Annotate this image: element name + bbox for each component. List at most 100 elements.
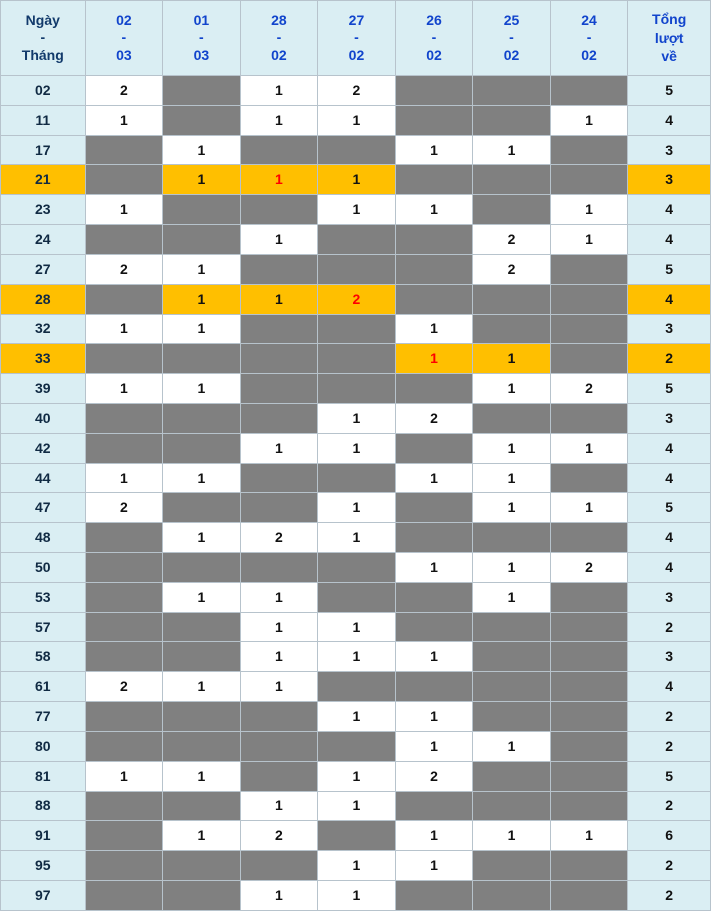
row-date-cell[interactable]: 21 bbox=[0, 164, 86, 196]
header-day-1[interactable]: 01 - 03 bbox=[162, 0, 241, 76]
empty-cell[interactable] bbox=[239, 313, 319, 345]
empty-cell[interactable] bbox=[162, 611, 241, 643]
count-cell[interactable]: 1 bbox=[317, 492, 396, 524]
empty-cell[interactable] bbox=[239, 343, 319, 375]
count-cell[interactable]: 2 bbox=[239, 820, 319, 852]
empty-cell[interactable] bbox=[317, 343, 396, 375]
empty-cell[interactable] bbox=[317, 373, 396, 404]
empty-cell[interactable] bbox=[239, 730, 319, 762]
empty-cell[interactable] bbox=[472, 402, 551, 434]
empty-cell[interactable] bbox=[549, 790, 629, 822]
count-cell[interactable]: 1 bbox=[317, 879, 396, 911]
row-date-cell[interactable]: 57 bbox=[0, 611, 86, 643]
row-date-cell[interactable]: 44 bbox=[0, 462, 86, 494]
row-total-cell[interactable]: 4 bbox=[627, 462, 711, 494]
header-day-4[interactable]: 26 - 02 bbox=[394, 0, 474, 76]
empty-cell[interactable] bbox=[239, 253, 319, 285]
row-total-cell[interactable]: 4 bbox=[627, 224, 711, 255]
empty-cell[interactable] bbox=[162, 402, 241, 434]
count-cell[interactable]: 1 bbox=[84, 462, 164, 494]
row-total-cell[interactable]: 5 bbox=[627, 253, 711, 285]
empty-cell[interactable] bbox=[472, 283, 551, 315]
empty-cell[interactable] bbox=[84, 701, 164, 732]
count-cell[interactable]: 1 bbox=[317, 611, 396, 643]
row-total-cell[interactable]: 4 bbox=[627, 104, 711, 136]
count-cell[interactable]: 1 bbox=[472, 432, 551, 464]
empty-cell[interactable] bbox=[84, 402, 164, 434]
empty-cell[interactable] bbox=[549, 343, 629, 375]
empty-cell[interactable] bbox=[317, 820, 396, 852]
count-cell[interactable]: 1 bbox=[239, 641, 319, 673]
count-cell[interactable]: 1 bbox=[394, 313, 474, 345]
empty-cell[interactable] bbox=[239, 134, 319, 166]
row-total-cell[interactable]: 2 bbox=[627, 879, 711, 911]
count-cell[interactable]: 2 bbox=[394, 760, 474, 792]
empty-cell[interactable] bbox=[394, 253, 474, 285]
empty-cell[interactable] bbox=[549, 730, 629, 762]
empty-cell[interactable] bbox=[394, 581, 474, 613]
empty-cell[interactable] bbox=[317, 581, 396, 613]
count-cell[interactable]: 1 bbox=[394, 730, 474, 762]
count-cell[interactable]: 2 bbox=[317, 75, 396, 106]
empty-cell[interactable] bbox=[549, 283, 629, 315]
empty-cell[interactable] bbox=[239, 373, 319, 404]
count-cell[interactable]: 1 bbox=[472, 492, 551, 524]
row-total-cell[interactable]: 4 bbox=[627, 522, 711, 553]
count-cell[interactable]: 2 bbox=[239, 522, 319, 553]
count-cell[interactable]: 2 bbox=[549, 373, 629, 404]
header-day-0[interactable]: 02 - 03 bbox=[84, 0, 164, 76]
count-cell[interactable]: 1 bbox=[84, 373, 164, 404]
empty-cell[interactable] bbox=[549, 134, 629, 166]
empty-cell[interactable] bbox=[84, 164, 164, 196]
empty-cell[interactable] bbox=[162, 879, 241, 911]
row-date-cell[interactable]: 39 bbox=[0, 373, 86, 404]
empty-cell[interactable] bbox=[162, 790, 241, 822]
empty-cell[interactable] bbox=[317, 313, 396, 345]
row-date-cell[interactable]: 50 bbox=[0, 552, 86, 583]
empty-cell[interactable] bbox=[394, 671, 474, 703]
empty-cell[interactable] bbox=[549, 522, 629, 553]
empty-cell[interactable] bbox=[162, 641, 241, 673]
count-cell[interactable]: 1 bbox=[239, 104, 319, 136]
row-total-cell[interactable]: 2 bbox=[627, 343, 711, 375]
empty-cell[interactable] bbox=[472, 879, 551, 911]
count-cell[interactable]: 2 bbox=[549, 552, 629, 583]
row-date-cell[interactable]: 40 bbox=[0, 402, 86, 434]
count-cell[interactable]: 1 bbox=[162, 164, 241, 196]
row-total-cell[interactable]: 4 bbox=[627, 671, 711, 703]
count-cell[interactable]: 1 bbox=[162, 522, 241, 553]
row-date-cell[interactable]: 81 bbox=[0, 760, 86, 792]
count-cell[interactable]: 1 bbox=[472, 552, 551, 583]
empty-cell[interactable] bbox=[84, 224, 164, 255]
count-cell[interactable]: 2 bbox=[472, 253, 551, 285]
row-date-cell[interactable]: 53 bbox=[0, 581, 86, 613]
row-total-cell[interactable]: 4 bbox=[627, 552, 711, 583]
count-cell[interactable]: 1 bbox=[394, 134, 474, 166]
count-cell[interactable]: 1 bbox=[317, 194, 396, 226]
count-cell[interactable]: 2 bbox=[394, 402, 474, 434]
count-cell[interactable]: 1 bbox=[84, 194, 164, 226]
row-total-cell[interactable]: 2 bbox=[627, 730, 711, 762]
empty-cell[interactable] bbox=[472, 671, 551, 703]
empty-cell[interactable] bbox=[239, 850, 319, 881]
empty-cell[interactable] bbox=[549, 164, 629, 196]
count-cell[interactable]: 1 bbox=[162, 253, 241, 285]
empty-cell[interactable] bbox=[317, 552, 396, 583]
empty-cell[interactable] bbox=[84, 611, 164, 643]
empty-cell[interactable] bbox=[549, 850, 629, 881]
row-date-cell[interactable]: 91 bbox=[0, 820, 86, 852]
empty-cell[interactable] bbox=[394, 224, 474, 255]
count-cell[interactable]: 1 bbox=[162, 313, 241, 345]
empty-cell[interactable] bbox=[472, 313, 551, 345]
empty-cell[interactable] bbox=[472, 164, 551, 196]
empty-cell[interactable] bbox=[549, 641, 629, 673]
empty-cell[interactable] bbox=[162, 104, 241, 136]
count-cell[interactable]: 1 bbox=[162, 820, 241, 852]
header-day-5[interactable]: 25 - 02 bbox=[472, 0, 551, 76]
count-cell[interactable]: 1 bbox=[317, 104, 396, 136]
empty-cell[interactable] bbox=[84, 343, 164, 375]
empty-cell[interactable] bbox=[394, 75, 474, 106]
empty-cell[interactable] bbox=[317, 253, 396, 285]
empty-cell[interactable] bbox=[472, 760, 551, 792]
empty-cell[interactable] bbox=[317, 462, 396, 494]
